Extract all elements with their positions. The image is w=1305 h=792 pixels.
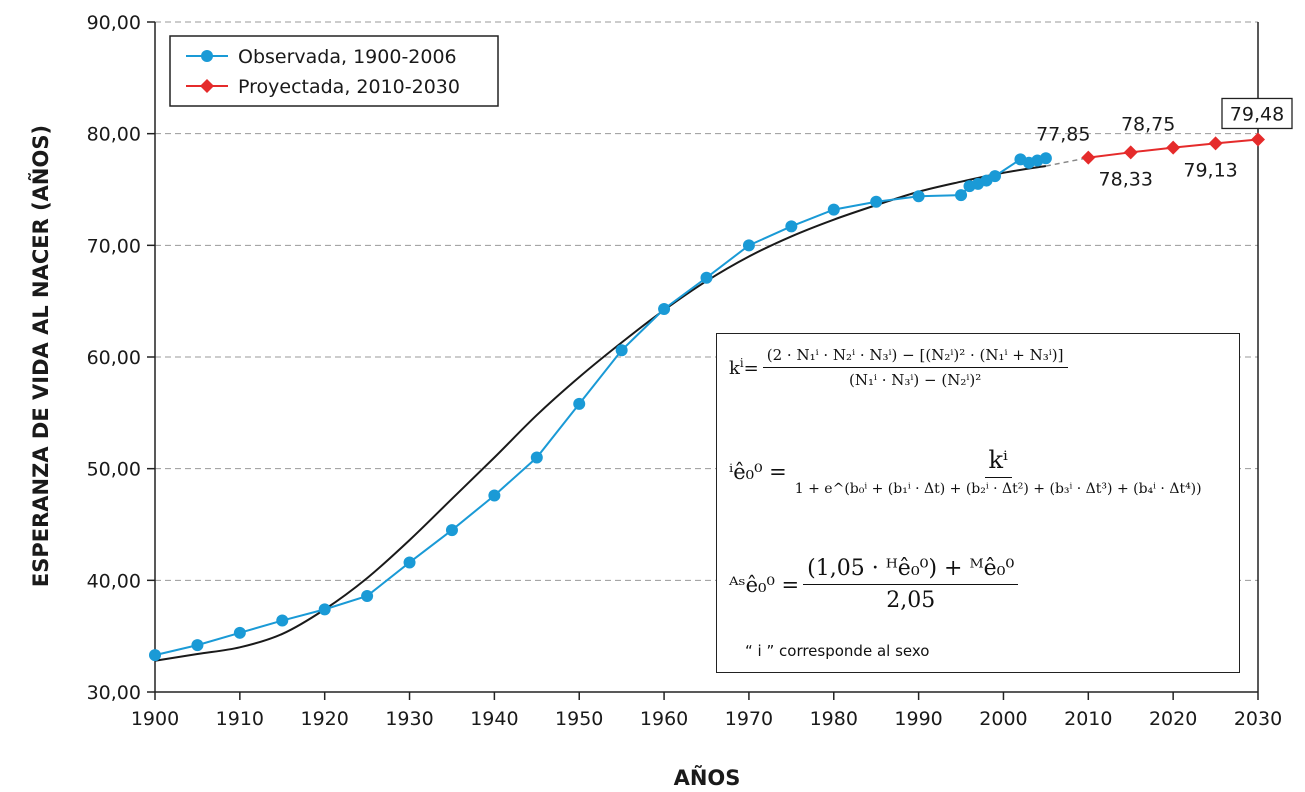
data-label: 78,33 — [1099, 168, 1153, 190]
x-tick-label: 1900 — [131, 708, 179, 730]
formula-note: “ i ” corresponde al sexo — [745, 642, 930, 660]
data-point — [191, 639, 204, 652]
legend-marker-observed — [201, 50, 213, 62]
x-tick-label: 2000 — [979, 708, 1027, 730]
formula-k-lhs: ki= — [729, 356, 759, 379]
data-point — [276, 614, 289, 627]
data-point — [700, 271, 713, 284]
data-label: 77,85 — [1036, 124, 1090, 146]
data-point — [1123, 145, 1138, 160]
x-tick-label: 1930 — [385, 708, 433, 730]
data-point — [233, 626, 246, 639]
data-point — [403, 556, 416, 569]
y-tick-label: 30,00 — [87, 682, 141, 704]
x-tick-label: 1910 — [216, 708, 264, 730]
legend-marker-projected — [200, 79, 214, 93]
x-axis-title: AÑOS — [674, 765, 741, 790]
formula-e-numerator: kⁱ — [984, 446, 1012, 478]
legend-label-observed: Observada, 1900-2006 — [238, 46, 457, 68]
data-point — [827, 203, 840, 216]
x-tick-label: 1920 — [301, 708, 349, 730]
y-tick-label: 50,00 — [87, 459, 141, 481]
data-point — [1081, 150, 1096, 165]
y-tick-label: 70,00 — [87, 235, 141, 257]
x-tick-label: 2020 — [1149, 708, 1197, 730]
data-point — [361, 589, 374, 602]
data-point — [785, 220, 798, 233]
formula-panel: ki= (2 · N₁ⁱ · N₂ⁱ · N₃ⁱ) − [(N₂ⁱ)² · (N… — [716, 333, 1240, 673]
formula-e: ⁱê₀⁰ = kⁱ 1 + e^(b₀ⁱ + (b₁ⁱ · Δt) + (b₂ⁱ… — [729, 446, 1206, 497]
data-point — [988, 170, 1001, 183]
data-point — [318, 603, 331, 616]
legend: Observada, 1900-2006 Proyectada, 2010-20… — [169, 35, 499, 107]
data-point — [955, 189, 968, 202]
data-point — [573, 397, 586, 410]
formula-as-denominator: 2,05 — [886, 588, 936, 613]
data-point — [658, 302, 671, 315]
fit-curve-extension — [1045, 156, 1089, 167]
data-point — [1251, 132, 1265, 147]
data-point — [149, 649, 161, 662]
legend-label-projected: Proyectada, 2010-2030 — [238, 76, 460, 98]
data-label: 78,75 — [1121, 114, 1175, 136]
data-point — [742, 239, 755, 252]
formula-k-numerator: (2 · N₁ⁱ · N₂ⁱ · N₃ⁱ) − [(N₂ⁱ)² · (N₁ⁱ +… — [762, 346, 1068, 368]
data-point — [1208, 136, 1223, 151]
grid-lines — [155, 21, 1258, 581]
data-point — [488, 489, 501, 502]
data-point — [530, 451, 543, 464]
y-tick-labels: 30,00 40,00 50,00 60,00 70,00 80,00 90,00 — [87, 12, 141, 704]
x-tick-label: 2010 — [1064, 708, 1112, 730]
y-tick-label: 80,00 — [87, 124, 141, 146]
data-point — [1039, 152, 1052, 165]
data-point — [1166, 140, 1181, 155]
data-label-box — [1221, 97, 1293, 130]
x-tick-label: 1940 — [470, 708, 518, 730]
y-axis-title: ESPERANZA DE VIDA AL NACER (AÑOS) — [28, 125, 53, 587]
data-label: 79,13 — [1183, 159, 1237, 181]
data-labels: 77,85 78,33 78,75 79,13 79,48 — [1036, 97, 1293, 190]
formula-e-lhs: ⁱê₀⁰ = — [729, 459, 787, 484]
formula-as-lhs: ᴬˢê₀⁰ = — [729, 572, 800, 597]
x-tick-label: 1960 — [640, 708, 688, 730]
formula-as-numerator: (1,05 · ᴴê₀⁰) + ᴹê₀⁰ — [803, 556, 1019, 585]
series-group — [149, 132, 1265, 662]
x-tick-label: 1950 — [555, 708, 603, 730]
formula-e-denominator: 1 + e^(b₀ⁱ + (b₁ⁱ · Δt) + (b₂ⁱ · Δt²) + … — [794, 481, 1202, 497]
x-tick-labels: 1900 1910 1920 1930 1940 1950 1960 1970 1980 1990… — [131, 708, 1282, 730]
data-point — [912, 190, 925, 203]
x-tick-label: 1970 — [725, 708, 773, 730]
formula-k-denominator: (N₁ⁱ · N₃ⁱ) − (N₂ⁱ)² — [848, 371, 982, 389]
data-label: 79,48 — [1230, 103, 1284, 125]
y-tick-label: 60,00 — [87, 347, 141, 369]
formula-k: ki= (2 · N₁ⁱ · N₂ⁱ · N₃ⁱ) − [(N₂ⁱ)² · (N… — [729, 346, 1068, 389]
y-tick-label: 40,00 — [87, 570, 141, 592]
data-point — [445, 524, 458, 537]
y-tick-label: 90,00 — [87, 12, 141, 34]
x-tick-label: 1990 — [894, 708, 942, 730]
formula-as: ᴬˢê₀⁰ = (1,05 · ᴴê₀⁰) + ᴹê₀⁰ 2,05 — [729, 556, 1019, 613]
legend-box — [169, 35, 499, 107]
x-tick-label: 2030 — [1234, 708, 1282, 730]
data-point — [615, 344, 628, 357]
data-point — [870, 195, 883, 208]
x-tick-label: 1980 — [810, 708, 858, 730]
